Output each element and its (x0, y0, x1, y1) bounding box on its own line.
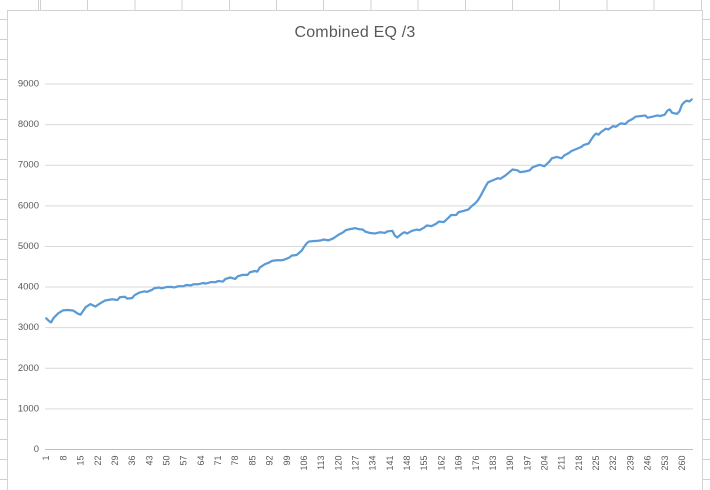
y-axis-label: 9000 (18, 79, 39, 90)
x-axis-label: 106 (299, 456, 309, 471)
x-axis-label: 239 (625, 456, 635, 471)
x-axis-label: 71 (213, 456, 223, 466)
x-axis-label: 246 (643, 456, 653, 471)
x-axis-label: 8 (58, 456, 68, 461)
x-axis-label: 169 (454, 456, 464, 471)
x-axis-label: 29 (110, 456, 120, 466)
x-axis-label: 176 (471, 456, 481, 471)
y-axis-label: 5000 (18, 241, 39, 252)
spreadsheet-column-gridlines (0, 0, 710, 10)
y-axis-label: 3000 (18, 322, 39, 333)
series-line (45, 98, 693, 324)
x-axis-label: 43 (144, 456, 154, 466)
x-axis-label: 22 (93, 456, 103, 466)
x-axis-label: 15 (76, 456, 86, 466)
y-axis-label: 8000 (18, 119, 39, 130)
x-axis-label: 218 (574, 456, 584, 471)
x-axis-label: 148 (402, 456, 412, 471)
x-axis-label: 36 (127, 456, 137, 466)
y-axis-label: 7000 (18, 160, 39, 171)
x-axis-label: 120 (333, 456, 343, 471)
x-axis-label: 183 (488, 456, 498, 471)
x-axis-label: 232 (608, 456, 618, 471)
x-axis-label: 162 (436, 456, 446, 471)
y-axis-label: 2000 (18, 363, 39, 374)
x-axis-label: 197 (522, 456, 532, 471)
chart-title[interactable]: Combined EQ /3 (294, 24, 416, 41)
x-axis-label: 64 (196, 456, 206, 466)
x-axis-label: 50 (162, 456, 172, 466)
spreadsheet-row-gridlines-right (703, 10, 710, 490)
x-axis-label: 78 (230, 456, 240, 466)
x-axis-label: 141 (385, 456, 395, 471)
x-axis-label: 155 (419, 456, 429, 471)
plot-area[interactable]: 0 1000 2000 3000 4000 5000 6000 7000 8000 9000 1 8 1… (8, 11, 702, 490)
chart[interactable]: Combined EQ /3 0 1000 2000 3000 4000 5000 6000… (7, 10, 703, 490)
x-axis-label: 85 (247, 456, 257, 466)
y-axis-label: 0 (34, 444, 39, 455)
x-axis-label: 190 (505, 456, 515, 471)
y-axis-label: 6000 (18, 200, 39, 211)
x-axis-label: 1 (41, 456, 51, 461)
spreadsheet-row-gridlines-left (0, 10, 7, 490)
x-axis-label: 92 (265, 456, 275, 466)
x-axis-label: 99 (282, 456, 292, 466)
x-axis-label: 127 (351, 456, 361, 471)
y-axis-label: 1000 (18, 403, 39, 414)
x-axis-label: 211 (557, 456, 567, 470)
y-axis-label: 4000 (18, 282, 39, 293)
x-axis-label: 225 (591, 456, 601, 471)
x-axis-label: 253 (660, 456, 670, 471)
x-axis-label: 134 (368, 456, 378, 471)
x-axis-label: 260 (677, 456, 687, 471)
x-axis-label: 57 (179, 456, 189, 466)
x-axis-label: 113 (316, 456, 326, 470)
x-axis-label: 204 (540, 456, 550, 471)
